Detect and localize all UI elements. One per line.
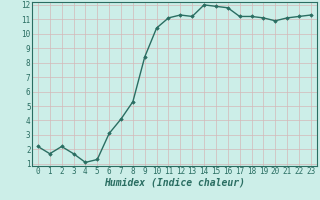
X-axis label: Humidex (Indice chaleur): Humidex (Indice chaleur) [104, 178, 245, 188]
